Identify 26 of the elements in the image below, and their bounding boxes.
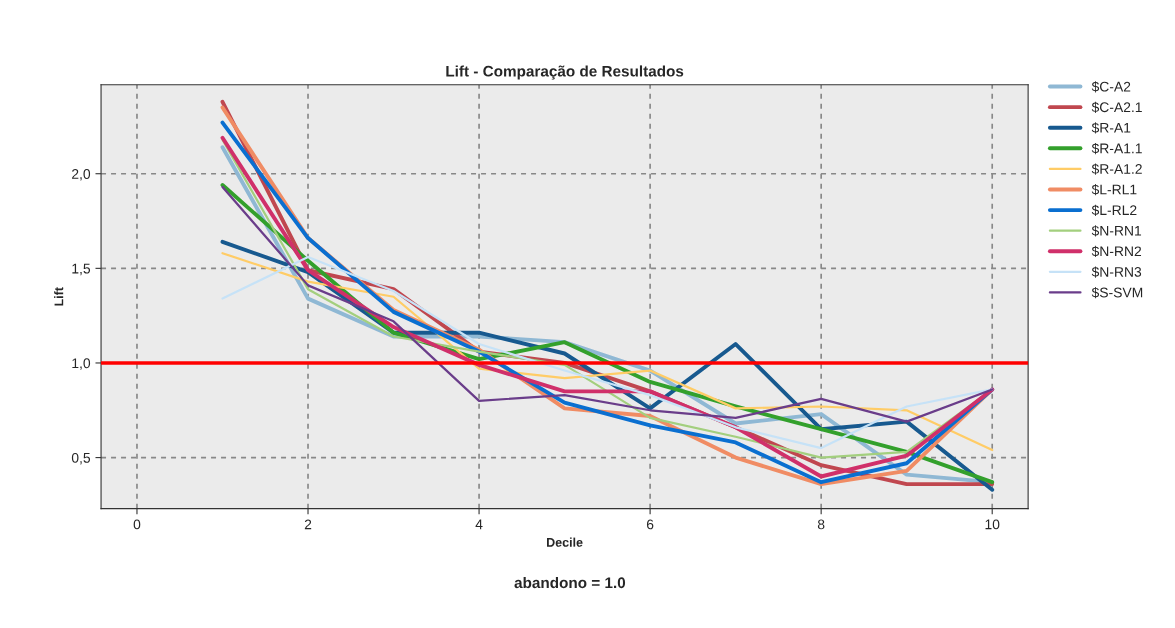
legend-label: $S-SVM bbox=[1091, 286, 1143, 299]
y-tick-label: 1,0 bbox=[72, 358, 91, 370]
legend-label: $R-A1.2 bbox=[1091, 163, 1142, 175]
legend-label: $R-A1 bbox=[1091, 122, 1131, 134]
text: abandono = 1.0 bbox=[514, 576, 626, 589]
legend-label: $L-RL2 bbox=[1091, 204, 1137, 216]
legend-label: $N-RN3 bbox=[1091, 266, 1142, 278]
x-tick-label: 4 bbox=[475, 519, 483, 530]
legend-label: $N-RN2 bbox=[1091, 245, 1142, 258]
x-tick-label: 10 bbox=[985, 519, 1000, 530]
x-axis-title: Decile bbox=[547, 537, 583, 547]
y-tick-label: 1,5 bbox=[72, 263, 91, 276]
legend-label: $C-A2.1 bbox=[1091, 101, 1142, 113]
chart-title: Lift - Comparação de Resultados bbox=[446, 65, 684, 80]
legend-label: $L-RL1 bbox=[1091, 184, 1137, 196]
x-tick-label: 6 bbox=[646, 519, 654, 530]
legend-label: $N-RN1 bbox=[1091, 225, 1142, 237]
line-series bbox=[221, 185, 994, 423]
y-tick-label: 2,0 bbox=[72, 169, 91, 181]
y-tick-label: 0,5 bbox=[71, 452, 91, 465]
y-axis-title: Lift bbox=[54, 287, 64, 306]
legend-label: $R-A1.1 bbox=[1091, 142, 1142, 155]
x-tick-label: 0 bbox=[133, 519, 141, 530]
x-tick-label: 2 bbox=[304, 519, 312, 530]
legend-label: $C-A2 bbox=[1091, 81, 1131, 93]
x-tick-label: 8 bbox=[817, 519, 825, 530]
